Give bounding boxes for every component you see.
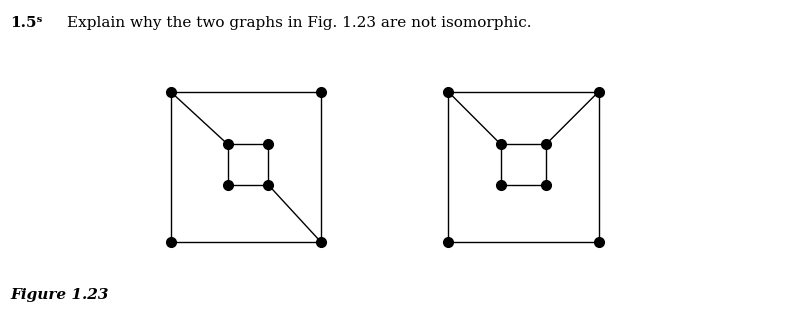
Text: 1.5ˢ: 1.5ˢ — [10, 16, 43, 30]
Text: Figure 1.23: Figure 1.23 — [10, 288, 109, 302]
Text: Explain why the two graphs in Fig. 1.23 are not isomorphic.: Explain why the two graphs in Fig. 1.23 … — [67, 16, 532, 30]
